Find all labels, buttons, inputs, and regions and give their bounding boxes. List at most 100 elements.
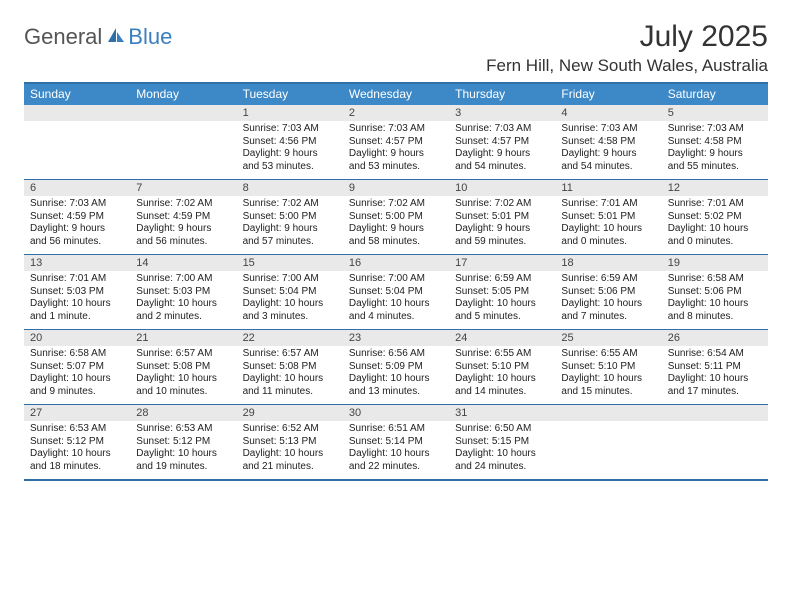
day-number: 6 — [24, 180, 130, 196]
logo: General Blue — [24, 24, 172, 50]
day-number — [662, 405, 768, 421]
month-title: July 2025 — [486, 20, 768, 54]
day-cell — [555, 421, 661, 479]
sunset: Sunset: 5:13 PM — [243, 436, 337, 449]
day-number: 18 — [555, 255, 661, 271]
daylight: Daylight: 10 hours and 3 minutes. — [243, 298, 337, 323]
day-number: 24 — [449, 330, 555, 346]
day-cell: Sunrise: 6:51 AMSunset: 5:14 PMDaylight:… — [343, 421, 449, 479]
daylight: Daylight: 9 hours and 55 minutes. — [668, 148, 762, 173]
day-number: 21 — [130, 330, 236, 346]
day-cell: Sunrise: 7:02 AMSunset: 5:00 PMDaylight:… — [343, 196, 449, 254]
day-cell: Sunrise: 6:57 AMSunset: 5:08 PMDaylight:… — [130, 346, 236, 404]
day-number — [24, 105, 130, 121]
sunset: Sunset: 4:57 PM — [455, 136, 549, 149]
day-cell: Sunrise: 7:03 AMSunset: 4:58 PMDaylight:… — [662, 121, 768, 179]
sunrise: Sunrise: 6:53 AM — [30, 423, 124, 436]
sunrise: Sunrise: 6:55 AM — [455, 348, 549, 361]
header: General Blue July 2025 Fern Hill, New So… — [24, 20, 768, 76]
day-number — [555, 405, 661, 421]
sunset: Sunset: 5:02 PM — [668, 211, 762, 224]
weeks-container: 12345Sunrise: 7:03 AMSunset: 4:56 PMDayl… — [24, 105, 768, 481]
sunrise: Sunrise: 7:00 AM — [136, 273, 230, 286]
sunset: Sunset: 5:01 PM — [455, 211, 549, 224]
daylight: Daylight: 9 hours and 56 minutes. — [136, 223, 230, 248]
day-number: 28 — [130, 405, 236, 421]
daylight: Daylight: 10 hours and 15 minutes. — [561, 373, 655, 398]
day-number: 4 — [555, 105, 661, 121]
day-number: 14 — [130, 255, 236, 271]
day-cell: Sunrise: 7:03 AMSunset: 4:59 PMDaylight:… — [24, 196, 130, 254]
calendar: Sunday Monday Tuesday Wednesday Thursday… — [24, 82, 768, 481]
day-cell: Sunrise: 6:54 AMSunset: 5:11 PMDaylight:… — [662, 346, 768, 404]
sunrise: Sunrise: 7:00 AM — [349, 273, 443, 286]
sunrise: Sunrise: 6:58 AM — [668, 273, 762, 286]
day-number: 10 — [449, 180, 555, 196]
day-cell: Sunrise: 7:02 AMSunset: 5:00 PMDaylight:… — [237, 196, 343, 254]
sunrise: Sunrise: 6:55 AM — [561, 348, 655, 361]
day-number — [130, 105, 236, 121]
day-cell: Sunrise: 6:58 AMSunset: 5:06 PMDaylight:… — [662, 271, 768, 329]
sunset: Sunset: 5:12 PM — [30, 436, 124, 449]
daylight: Daylight: 9 hours and 53 minutes. — [243, 148, 337, 173]
day-cell: Sunrise: 6:55 AMSunset: 5:10 PMDaylight:… — [555, 346, 661, 404]
day-cell: Sunrise: 7:01 AMSunset: 5:02 PMDaylight:… — [662, 196, 768, 254]
day-number: 8 — [237, 180, 343, 196]
day-cell — [24, 121, 130, 179]
day-number: 11 — [555, 180, 661, 196]
daylight: Daylight: 9 hours and 59 minutes. — [455, 223, 549, 248]
day-cell: Sunrise: 6:50 AMSunset: 5:15 PMDaylight:… — [449, 421, 555, 479]
day-number: 17 — [449, 255, 555, 271]
sunset: Sunset: 4:56 PM — [243, 136, 337, 149]
sunset: Sunset: 5:03 PM — [136, 286, 230, 299]
sunrise: Sunrise: 7:02 AM — [136, 198, 230, 211]
sunset: Sunset: 4:58 PM — [668, 136, 762, 149]
day-number: 2 — [343, 105, 449, 121]
day-number: 1 — [237, 105, 343, 121]
dow-sunday: Sunday — [24, 84, 130, 105]
daylight: Daylight: 10 hours and 0 minutes. — [668, 223, 762, 248]
day-cell: Sunrise: 6:56 AMSunset: 5:09 PMDaylight:… — [343, 346, 449, 404]
day-number: 29 — [237, 405, 343, 421]
dow-tuesday: Tuesday — [237, 84, 343, 105]
day-cell: Sunrise: 7:02 AMSunset: 5:01 PMDaylight:… — [449, 196, 555, 254]
daylight: Daylight: 10 hours and 19 minutes. — [136, 448, 230, 473]
sunrise: Sunrise: 7:03 AM — [243, 123, 337, 136]
sunrise: Sunrise: 7:03 AM — [455, 123, 549, 136]
daylight: Daylight: 9 hours and 54 minutes. — [455, 148, 549, 173]
days-of-week-row: Sunday Monday Tuesday Wednesday Thursday… — [24, 84, 768, 105]
day-cell: Sunrise: 7:00 AMSunset: 5:04 PMDaylight:… — [237, 271, 343, 329]
daylight: Daylight: 10 hours and 8 minutes. — [668, 298, 762, 323]
sunset: Sunset: 5:05 PM — [455, 286, 549, 299]
title-block: July 2025 Fern Hill, New South Wales, Au… — [486, 20, 768, 76]
sunrise: Sunrise: 7:01 AM — [561, 198, 655, 211]
day-cell: Sunrise: 7:03 AMSunset: 4:58 PMDaylight:… — [555, 121, 661, 179]
sunrise: Sunrise: 6:53 AM — [136, 423, 230, 436]
day-number: 9 — [343, 180, 449, 196]
daylight: Daylight: 10 hours and 10 minutes. — [136, 373, 230, 398]
sunset: Sunset: 5:00 PM — [243, 211, 337, 224]
day-cell: Sunrise: 7:00 AMSunset: 5:03 PMDaylight:… — [130, 271, 236, 329]
sunset: Sunset: 5:07 PM — [30, 361, 124, 374]
daylight: Daylight: 10 hours and 4 minutes. — [349, 298, 443, 323]
sunset: Sunset: 4:59 PM — [30, 211, 124, 224]
daylight: Daylight: 9 hours and 58 minutes. — [349, 223, 443, 248]
day-cell: Sunrise: 6:59 AMSunset: 5:06 PMDaylight:… — [555, 271, 661, 329]
day-cell: Sunrise: 6:53 AMSunset: 5:12 PMDaylight:… — [24, 421, 130, 479]
location: Fern Hill, New South Wales, Australia — [486, 56, 768, 76]
sunrise: Sunrise: 6:59 AM — [561, 273, 655, 286]
day-number: 23 — [343, 330, 449, 346]
daylight: Daylight: 10 hours and 17 minutes. — [668, 373, 762, 398]
day-cell: Sunrise: 6:55 AMSunset: 5:10 PMDaylight:… — [449, 346, 555, 404]
daylight: Daylight: 9 hours and 54 minutes. — [561, 148, 655, 173]
week-content-row: Sunrise: 7:03 AMSunset: 4:59 PMDaylight:… — [24, 196, 768, 255]
daylight: Daylight: 9 hours and 53 minutes. — [349, 148, 443, 173]
week-content-row: Sunrise: 7:03 AMSunset: 4:56 PMDaylight:… — [24, 121, 768, 180]
day-number: 13 — [24, 255, 130, 271]
sunset: Sunset: 5:00 PM — [349, 211, 443, 224]
daylight: Daylight: 10 hours and 7 minutes. — [561, 298, 655, 323]
week-content-row: Sunrise: 6:53 AMSunset: 5:12 PMDaylight:… — [24, 421, 768, 481]
week-numrow: 12345 — [24, 105, 768, 121]
dow-saturday: Saturday — [662, 84, 768, 105]
sunset: Sunset: 5:06 PM — [668, 286, 762, 299]
